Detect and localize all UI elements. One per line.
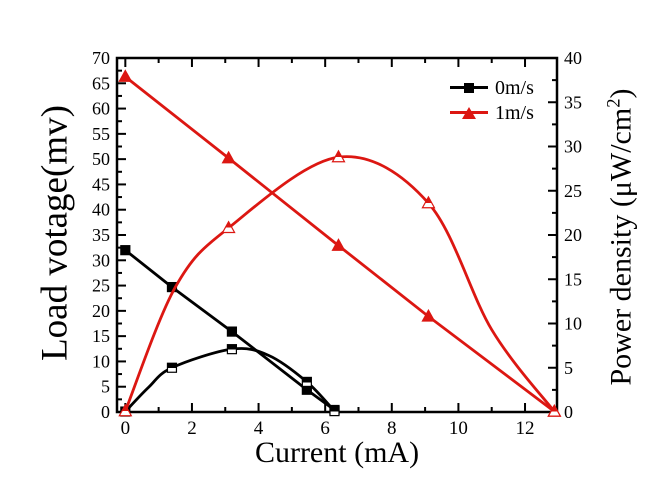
marker-triangle-icon bbox=[421, 195, 436, 209]
y-right-tick-label: 15 bbox=[564, 269, 582, 289]
legend-triangle-marker-icon bbox=[462, 106, 476, 119]
y-right-tick-label: 0 bbox=[564, 402, 573, 422]
y-left-tick-label: 35 bbox=[92, 225, 110, 245]
marker-square-icon bbox=[120, 245, 131, 256]
y-left-tick-label: 25 bbox=[92, 276, 110, 296]
y-left-tick-label: 55 bbox=[92, 124, 110, 144]
legend-label-1ms: 1m/s bbox=[495, 101, 534, 124]
y-right-tick-label: 20 bbox=[564, 225, 582, 245]
marker-square-icon bbox=[166, 362, 178, 373]
marker-triangle-icon bbox=[331, 238, 346, 251]
x-tick-label: 12 bbox=[516, 418, 535, 439]
marker-square-icon bbox=[226, 344, 238, 355]
y-right-title-sup: 2 bbox=[603, 98, 625, 108]
marker-triangle-icon bbox=[118, 403, 133, 417]
y-right-tick-label: 25 bbox=[564, 181, 582, 201]
legend-item-0ms: 0m/s bbox=[450, 75, 534, 100]
legend-square-marker-icon bbox=[464, 82, 474, 93]
tick-labels: 0 2 4 6 8 10 12 0 5 10 15 20 25 30 35 40 45 50 55 60 65 70 0 5 1… bbox=[92, 48, 582, 439]
series-0ms-power bbox=[120, 344, 340, 417]
y-right-title-post: ) bbox=[604, 88, 638, 99]
y-right-tick-label: 40 bbox=[564, 48, 582, 68]
legend-item-1ms: 1m/s bbox=[450, 100, 534, 125]
y-left-tick-label: 50 bbox=[92, 149, 110, 169]
y-left-tick-label: 65 bbox=[92, 73, 110, 93]
axis-ticks bbox=[117, 57, 557, 413]
series-line-1ms-power bbox=[123, 155, 556, 413]
marker-triangle-icon bbox=[547, 404, 562, 417]
marker-triangle-icon bbox=[221, 150, 236, 164]
y-right-axis-title: Power density (μW/cm2) bbox=[604, 89, 639, 386]
x-tick-label: 8 bbox=[387, 418, 397, 439]
legend-label-0ms: 0m/s bbox=[495, 76, 534, 99]
y-left-tick-label: 30 bbox=[92, 250, 110, 270]
y-left-tick-label: 15 bbox=[92, 326, 110, 346]
y-left-tick-label: 45 bbox=[92, 174, 110, 194]
legend-line-0ms bbox=[450, 82, 488, 93]
marker-square-icon bbox=[329, 406, 340, 417]
y-right-tick-label: 35 bbox=[564, 92, 582, 112]
marker-triangle-icon bbox=[221, 220, 236, 234]
y-left-tick-label: 40 bbox=[92, 200, 110, 220]
y-right-tick-label: 30 bbox=[564, 137, 582, 157]
series-1ms-power bbox=[118, 149, 562, 417]
x-tick-label: 10 bbox=[449, 418, 468, 439]
marker-square-icon bbox=[226, 326, 238, 337]
series-0ms-voltage bbox=[120, 245, 340, 416]
marker-triangle-icon bbox=[331, 149, 346, 163]
marker-triangle-icon bbox=[421, 308, 436, 322]
y-right-title-pre: Power density (μW/cm bbox=[604, 107, 638, 386]
y-left-axis-title: Load votage(mv) bbox=[34, 105, 76, 361]
y-left-tick-label: 0 bbox=[101, 402, 110, 422]
marker-triangle-icon bbox=[118, 69, 133, 82]
y-left-tick-label: 10 bbox=[92, 351, 110, 371]
marker-square-icon bbox=[301, 376, 312, 388]
legend: 0m/s 1m/s bbox=[450, 75, 534, 125]
x-tick-label: 6 bbox=[320, 418, 330, 439]
y-left-tick-label: 70 bbox=[92, 48, 110, 68]
x-tick-label: 0 bbox=[121, 418, 131, 439]
y-right-tick-label: 5 bbox=[564, 358, 573, 378]
x-tick-label: 2 bbox=[187, 418, 197, 439]
y-right-tick-label: 10 bbox=[564, 314, 582, 334]
x-axis-title: Current (mA) bbox=[254, 436, 420, 469]
y-left-tick-label: 60 bbox=[92, 99, 110, 119]
legend-line-1ms bbox=[450, 106, 488, 119]
y-left-tick-label: 20 bbox=[92, 301, 110, 321]
y-left-tick-label: 5 bbox=[101, 377, 110, 397]
x-tick-label: 4 bbox=[254, 418, 264, 439]
